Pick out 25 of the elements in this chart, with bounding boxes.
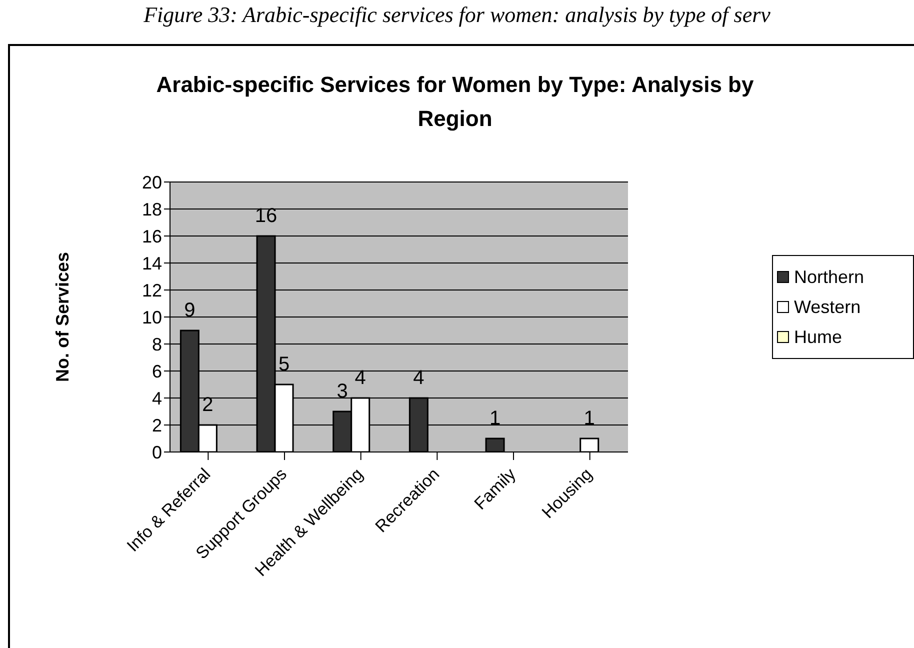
y-tick-label: 4 [152, 388, 162, 408]
legend-label: Northern [794, 266, 864, 289]
data-label: 1 [489, 408, 501, 430]
bar [485, 438, 505, 452]
y-tick-label: 6 [152, 361, 162, 382]
data-label: 5 [278, 354, 290, 376]
y-tick-label: 18 [142, 199, 162, 220]
chart-title: Arabic-specific Services for Women by Type: Analysis by Region [155, 71, 755, 133]
y-axis-title: No. of Services [52, 252, 72, 382]
data-label: 1 [584, 408, 595, 430]
y-tick-label: 20 [142, 172, 162, 192]
y-tick-label: 14 [142, 253, 162, 274]
y-tick-label: 12 [142, 280, 162, 300]
caption: Figure 33: Arabic-specific services for women: analysis by type of serv [142, 2, 772, 28]
y-tick-label: 10 [142, 307, 162, 328]
legend-label: Western [794, 296, 861, 319]
data-label: 3 [336, 380, 348, 402]
y-tick-label: 8 [152, 334, 162, 354]
y-tick-label: 2 [152, 415, 162, 436]
data-label: 4 [413, 367, 424, 389]
y-tick-label: 0 [152, 442, 162, 462]
y-tick-label: 16 [142, 226, 162, 246]
data-label: 9 [184, 300, 196, 322]
data-label: 4 [354, 367, 366, 389]
legend-label: Hume [794, 326, 842, 349]
